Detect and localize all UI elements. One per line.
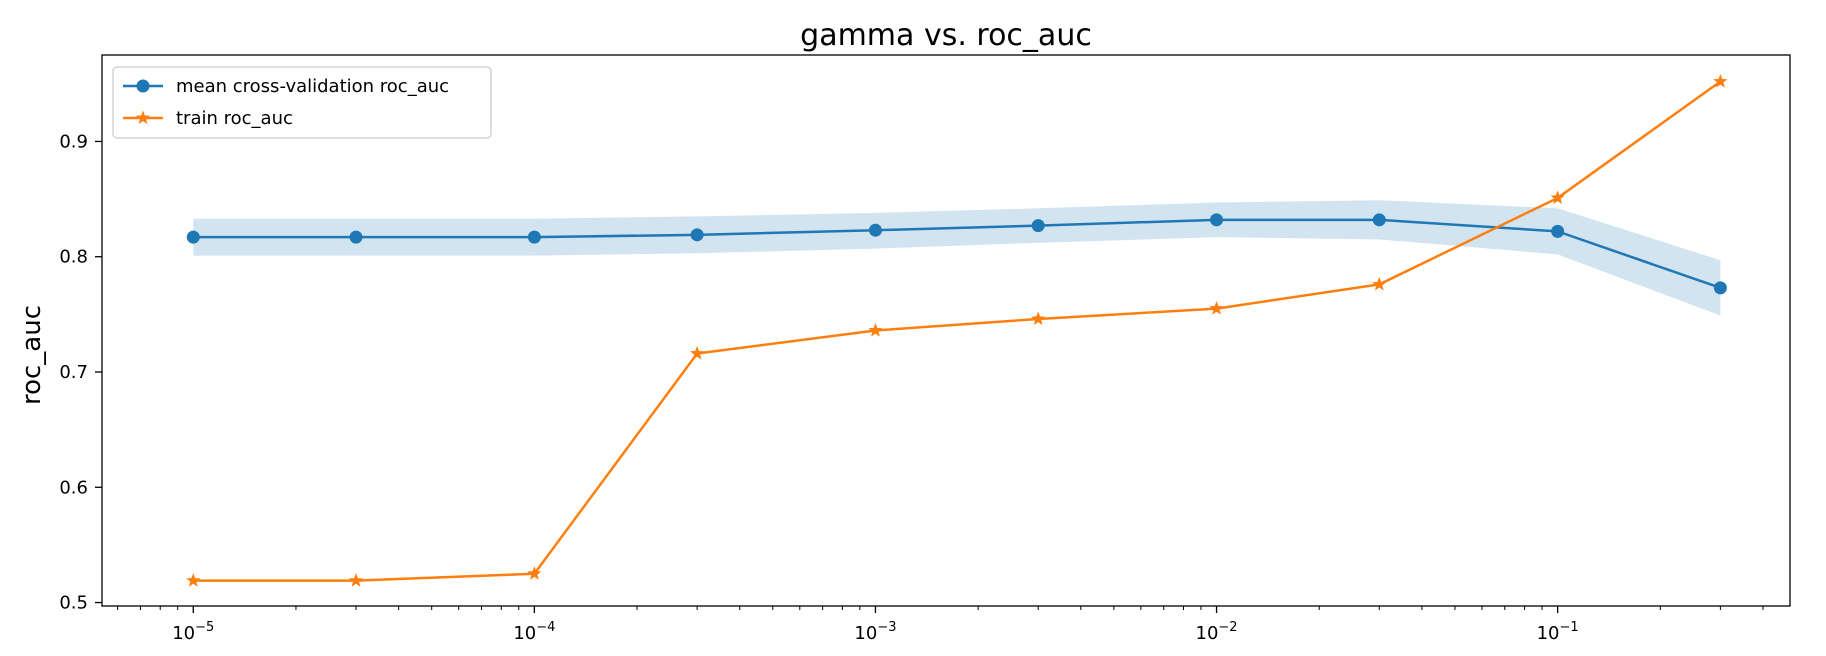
series-line-0 — [193, 218, 1721, 290]
data-point-1-3 — [689, 346, 705, 360]
confidence-band-0 — [193, 200, 1721, 316]
data-point-1-5 — [1031, 311, 1046, 326]
series-line-1 — [193, 80, 1722, 582]
plot-frame — [101, 54, 1791, 607]
x-tick-label-base-1: 10 — [513, 623, 536, 644]
data-point-1-1 — [348, 573, 364, 587]
data-point-1-0 — [186, 573, 201, 587]
chart-title: gamma vs. roc_auc — [800, 18, 1092, 53]
x-tick-label-3: 10−2 — [1196, 620, 1238, 644]
data-point-1-7 — [1372, 276, 1387, 291]
x-tick-label-base-2: 10 — [854, 623, 877, 644]
x-tick-label-exponent-4: −1 — [1560, 620, 1579, 635]
x-tick-label-1: 10−4 — [513, 620, 555, 644]
legend-label-1: train roc_auc — [176, 108, 293, 129]
data-point-1-9 — [1713, 74, 1728, 88]
y-axis-label: roc_auc — [17, 305, 47, 405]
data-point-0-8 — [1551, 224, 1565, 238]
x-tick-label-exponent-0: −5 — [195, 620, 214, 635]
x-tick-label-0: 10−5 — [172, 620, 214, 644]
data-point-1-4 — [868, 323, 883, 337]
data-point-1-2 — [527, 566, 542, 580]
data-point-0-9 — [1713, 281, 1727, 295]
data-point-1-6 — [1209, 301, 1224, 315]
data-point-0-0 — [186, 230, 200, 244]
legend-box — [112, 66, 492, 139]
y-tick-label-4: 0.9 — [59, 131, 88, 152]
plot-area: 0.50.60.70.80.910−5 10−4 10−3 10−2 10−1 — [59, 54, 1791, 644]
y-tick-label-1: 0.6 — [59, 477, 88, 498]
x-tick-label-2: 10−3 — [854, 620, 896, 644]
legend-label-0: mean cross-validation roc_auc — [176, 76, 449, 97]
data-point-0-1 — [349, 230, 363, 244]
x-tick-label-exponent-1: −4 — [536, 620, 555, 635]
x-tick-label-base-3: 10 — [1196, 623, 1219, 644]
x-tick-label-4: 10−1 — [1537, 620, 1579, 644]
data-point-0-3 — [690, 228, 704, 242]
y-tick-label-0: 0.5 — [59, 593, 88, 614]
data-point-0-2 — [527, 230, 541, 244]
y-tick-label-2: 0.7 — [59, 362, 88, 383]
data-point-1-8 — [1550, 190, 1565, 204]
x-tick-label-base-0: 10 — [172, 623, 195, 644]
data-point-0-5 — [1031, 219, 1045, 233]
data-point-0-6 — [1210, 213, 1224, 227]
y-tick-label-3: 0.8 — [59, 247, 88, 268]
legend-marker-0 — [136, 79, 150, 93]
x-tick-label-exponent-3: −2 — [1218, 620, 1237, 635]
data-point-0-4 — [868, 223, 882, 237]
data-point-0-7 — [1372, 213, 1386, 227]
legend-marker-1 — [135, 110, 151, 125]
x-tick-label-exponent-2: −3 — [877, 620, 896, 635]
x-tick-label-base-4: 10 — [1537, 623, 1560, 644]
